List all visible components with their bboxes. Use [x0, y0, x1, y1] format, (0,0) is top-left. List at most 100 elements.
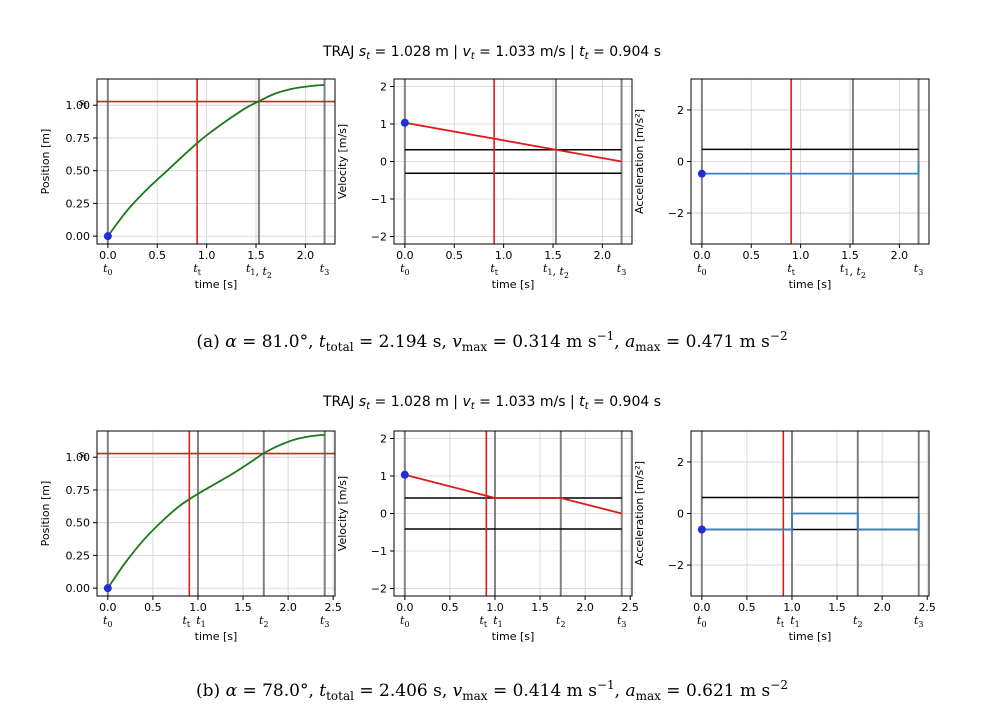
- x-axis-label: time [s]: [789, 278, 832, 291]
- start-marker: [103, 584, 112, 593]
- x-tick-label: 0.0: [396, 601, 414, 614]
- phase-label: t1, t2: [246, 262, 272, 280]
- velocity-series-line: [404, 473, 622, 515]
- phase-label: t1: [493, 614, 503, 629]
- phase-label: t2: [259, 614, 269, 629]
- y-tick-label: 0: [677, 156, 684, 169]
- y-tick-label: 1: [380, 118, 387, 131]
- x-tick-label: 1.0: [495, 249, 513, 262]
- panel-b-velocity: 0.0 0.5 1.0 1.5 2.0 2.5 t0 tt t1 t2 t3 −2 −1 0 1 2 time …: [336, 430, 639, 643]
- phase-label: t1, t2: [840, 262, 866, 280]
- phase-label: t1, t2: [543, 262, 569, 280]
- x-tick-label: 1.5: [247, 249, 265, 262]
- y-axis-label: Position [m]: [39, 129, 52, 195]
- phase-label: t2: [853, 614, 863, 629]
- y-axis-label: Velocity [m/s]: [336, 476, 349, 551]
- x-tick-label: 0.5: [742, 249, 760, 262]
- x-tick-label: 0.0: [99, 249, 117, 262]
- x-tick-label: 1.0: [792, 249, 810, 262]
- x-tick-label: 2.0: [297, 249, 315, 262]
- figure-a-title: TRAJ st = 1.028 m | vt = 1.033 m/s | tt …: [322, 44, 661, 62]
- y-tick-label: 2: [380, 433, 387, 446]
- y-tick-label: 0.50: [66, 165, 91, 178]
- phase-label: t0: [697, 614, 707, 629]
- x-tick-label: 0.0: [693, 249, 711, 262]
- x-tick-label: 2.5: [918, 601, 936, 614]
- y-tick-label: 0: [380, 156, 387, 169]
- figure-a-caption: (a) α = 81.0°, ttotal = 2.194 s, vmax = …: [196, 329, 787, 354]
- x-tick-label: 0.0: [693, 601, 711, 614]
- y-tick-label: 0.25: [66, 197, 91, 210]
- x-tick-label: 2.5: [621, 601, 639, 614]
- x-tick-label: 1.0: [198, 249, 216, 262]
- y-tick-label: 1.00: [66, 451, 91, 464]
- position-series-line: [107, 434, 325, 589]
- phase-label: t2: [556, 614, 566, 629]
- panel-b-position: 0.0 0.5 1.0 1.5 2.0 2.5 t0 tt t1 t2 t3 0.00 0.25 0.50…: [39, 430, 342, 643]
- x-tick-label: 1.5: [828, 601, 846, 614]
- x-tick-label: 0.5: [445, 249, 463, 262]
- target-value-label: st: [79, 98, 87, 110]
- y-axis-label: Position [m]: [39, 481, 52, 547]
- x-tick-label: 0.5: [148, 249, 166, 262]
- phase-label: tt: [490, 262, 498, 277]
- phase-label: t0: [400, 614, 410, 629]
- panel-b-acceleration: 0.0 0.5 1.0 1.5 2.0 2.5 t0 tt t1 t2 t3 −2 0 2 time [s]…: [633, 430, 936, 643]
- x-tick-label: 2.5: [324, 601, 342, 614]
- acceleration-series-line: [701, 161, 920, 175]
- figure-b-caption: (b) α = 78.0°, ttotal = 2.406 s, vmax = …: [196, 678, 788, 703]
- x-tick-label: 2.0: [891, 249, 909, 262]
- x-axis-label: time [s]: [492, 278, 535, 291]
- x-tick-label: 1.0: [783, 601, 801, 614]
- y-tick-label: −2: [668, 559, 684, 572]
- y-tick-label: 2: [380, 81, 387, 94]
- phase-label: t1: [790, 614, 800, 629]
- x-tick-label: 1.5: [234, 601, 252, 614]
- position-series-line: [107, 83, 325, 237]
- phase-label: tt: [193, 262, 201, 277]
- panel-a-velocity: 0.0 0.5 1.0 1.5 2.0 t0 tt t1, t2 t3 −2 −1 0 1 2 time […: [336, 78, 633, 291]
- phase-label: t0: [697, 262, 707, 277]
- y-tick-label: 0.75: [66, 132, 91, 145]
- x-tick-label: 1.0: [189, 601, 207, 614]
- x-tick-label: 1.0: [486, 601, 504, 614]
- x-tick-label: 1.5: [531, 601, 549, 614]
- x-tick-label: 2.0: [873, 601, 891, 614]
- start-marker: [103, 232, 112, 241]
- panel-a-position: 0.0 0.5 1.0 1.5 2.0 t0 tt t1, t2 t3 0.00 0.25 0.50 0…: [39, 78, 336, 291]
- x-axis-label: time [s]: [195, 630, 238, 643]
- y-tick-label: 0: [677, 508, 684, 521]
- y-tick-label: 1: [380, 470, 387, 483]
- y-tick-label: 0.00: [66, 230, 91, 243]
- y-tick-label: −1: [371, 545, 387, 558]
- y-tick-label: −2: [371, 231, 387, 244]
- y-tick-label: 1.00: [66, 99, 91, 112]
- x-axis-label: time [s]: [492, 630, 535, 643]
- y-tick-label: 2: [677, 456, 684, 469]
- figure-b-title: TRAJ st = 1.028 m | vt = 1.033 m/s | tt …: [322, 394, 661, 412]
- phase-label: t3: [617, 262, 627, 277]
- start-marker: [697, 525, 706, 534]
- phase-label: t3: [617, 614, 627, 629]
- start-marker: [697, 169, 706, 178]
- start-marker: [400, 118, 409, 127]
- x-tick-label: 2.0: [279, 601, 297, 614]
- phase-label: t3: [320, 262, 330, 277]
- phase-label: t0: [103, 614, 113, 629]
- phase-label: t3: [320, 614, 330, 629]
- x-axis-label: time [s]: [789, 630, 832, 643]
- y-axis-label: Acceleration [m/s²]: [633, 109, 646, 214]
- phase-label: t0: [103, 262, 113, 277]
- y-axis-label: Velocity [m/s]: [336, 124, 349, 199]
- x-tick-label: 0.0: [99, 601, 117, 614]
- x-tick-label: 1.5: [544, 249, 562, 262]
- panel-a-acceleration: 0.0 0.5 1.0 1.5 2.0 t0 tt t1, t2 t3 −2 0 2 time [s] A…: [633, 78, 930, 291]
- x-tick-label: 0.5: [441, 601, 459, 614]
- x-tick-label: 0.5: [144, 601, 162, 614]
- target-value-label: st: [79, 450, 87, 462]
- phase-label: tt: [787, 262, 795, 277]
- phase-label: t3: [914, 614, 924, 629]
- phase-label: t0: [400, 262, 410, 277]
- plot-frame: [96, 78, 336, 245]
